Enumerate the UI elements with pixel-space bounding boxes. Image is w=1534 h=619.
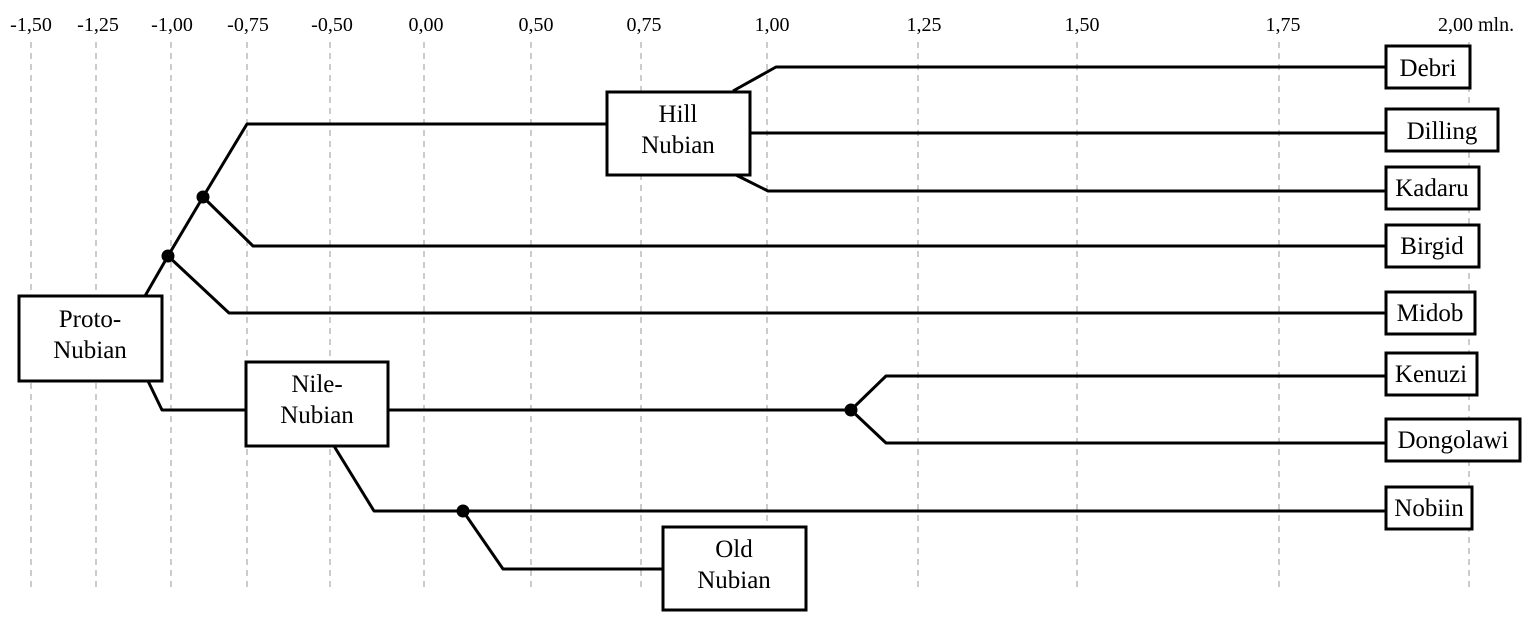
language-label: Kadaru [1395,175,1469,202]
language-label: Nobiin [1394,495,1464,522]
tree-branches [143,65,1386,571]
axis-tick: 0,50 [519,14,554,36]
language-label: Birgid [1400,233,1464,260]
box-label-line: Nubian [280,402,354,429]
split-dot [844,403,858,417]
branch-midob [166,254,1386,315]
branch-proto-to-split [143,255,170,297]
leaf-midob: Midob [1384,290,1477,336]
axis-tick: 1,75 [1266,14,1301,36]
box-frame [605,90,752,177]
language-label: Debri [1400,55,1457,82]
leaf-debri: Debri [1384,44,1472,90]
split-dot [161,249,175,263]
language-label: Midob [1397,300,1464,327]
leaf-nobiin: Nobiin [1384,485,1474,531]
branch-debri [732,65,1386,93]
split-nodes [161,190,858,518]
box-label-line: Nile- [291,371,342,398]
axis-tick: 0,00 [409,14,444,36]
split-dot [456,504,470,518]
split-dot [196,190,210,204]
axis-tick: 0,75 [627,14,662,36]
box-label-line: Hill [659,101,698,128]
leaf-dongolawi: Dongolawi [1384,417,1522,463]
language-label: Dilling [1407,118,1478,145]
box-label-line: Proto- [59,306,122,333]
language-label: Dongolawi [1397,427,1508,454]
branch-nile-nubian [146,380,246,412]
nile-nubian-box: Nile- Nubian [244,360,390,448]
box-frame [1384,351,1479,397]
box-frame [1384,44,1472,90]
box-frame [1384,107,1500,153]
branch-birgid [201,195,1386,248]
box-frame [1384,223,1481,269]
branch-dongolawi [849,408,1386,445]
axis-tick: -0,75 [227,14,269,36]
language-label: Kenuzi [1395,361,1467,388]
branch-split-to-hill-birgid [166,196,205,257]
leaf-kenuzi: Kenuzi [1384,351,1479,397]
leaf-kadaru: Kadaru [1384,165,1481,211]
axis-tick: 1,50 [1065,14,1100,36]
axis-tick: -1,25 [77,14,119,36]
proto-nubian-box: Proto- Nubian [17,294,164,383]
axis-tick: -0,50 [311,14,353,36]
box-label-line: Old [715,536,753,563]
old-nubian-box: Old Nubian [661,525,808,612]
axis-tick: 1,25 [907,14,942,36]
box-frame [244,360,390,448]
box-frame [1384,290,1477,336]
leaf-dilling: Dilling [1384,107,1500,153]
hill-nubian-box: Hill Nubian [605,90,752,177]
box-label-line: Nubian [53,337,127,364]
box-frame [661,525,808,612]
branch-old-nubian [461,510,663,571]
time-axis: -1,50 -1,25 -1,00 -0,75 -0,50 0,00 0,50 … [10,14,1514,36]
box-frame [1384,165,1481,211]
leaf-birgid: Birgid [1384,223,1481,269]
axis-tick: 2,00 mln. [1438,14,1514,36]
branch-kadaru [735,173,1386,193]
branch-hill-nubian [201,122,607,198]
branch-nobiin [332,445,1386,513]
axis-tick: -1,00 [151,14,193,36]
branch-kenuzi [849,374,1386,412]
axis-tick: -1,50 [10,14,52,36]
box-frame [1384,485,1474,531]
box-label-line: Nubian [697,567,771,594]
axis-tick: 1,00 [755,14,790,36]
box-frame [1384,417,1522,463]
box-label-line: Nubian [641,132,715,159]
box-frame [17,294,164,383]
